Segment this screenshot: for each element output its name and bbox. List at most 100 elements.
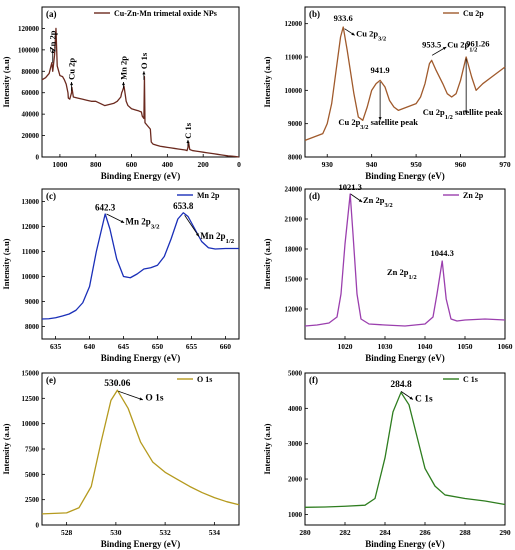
annotation-arrowhead — [51, 49, 55, 54]
x-tick-label: 660 — [220, 342, 232, 351]
peak-annotation: 961.26 — [466, 38, 489, 48]
peak-annotation: 653.8 — [173, 201, 194, 211]
x-tick-label: 950 — [410, 160, 422, 169]
plot-frame — [304, 188, 506, 340]
peak-annotation: O 1s — [145, 393, 164, 403]
y-tick-label: 80000 — [22, 68, 40, 76]
x-tick-label: 1020 — [338, 342, 353, 351]
y-tick-label: 100000 — [18, 46, 40, 54]
x-tick-label: 0 — [237, 160, 241, 169]
x-tick-label: 528 — [61, 528, 73, 537]
x-tick-label: 532 — [160, 528, 172, 537]
legend-label: Mn 2p — [197, 191, 220, 200]
x-tick-label: 534 — [209, 528, 221, 537]
y-tick-label: 10000 — [285, 87, 303, 95]
legend-label: O 1s — [197, 375, 212, 384]
y-tick-label: 0 — [36, 522, 40, 530]
annotation-arrowhead — [351, 32, 355, 36]
x-axis-label: Binding Energy (eV) — [101, 539, 181, 549]
peak-annotation: 1021.3 — [339, 182, 362, 192]
x-axis-label: Binding Energy (eV) — [365, 353, 445, 363]
y-tick-label: 11000 — [22, 248, 40, 256]
x-tick-label: 640 — [84, 342, 96, 351]
y-tick-label: 2500 — [25, 496, 40, 504]
x-tick-label: 1030 — [378, 342, 393, 351]
y-tick-label: 8000 — [25, 323, 40, 331]
y-tick-label: 5000 — [25, 471, 40, 479]
y-tick-label: 13000 — [22, 198, 40, 206]
y-tick-label: 11000 — [285, 54, 303, 62]
x-tick-label: 940 — [366, 160, 378, 169]
xps-panel-f: 280 282 284 286 288 290 1000 2000 3000 4000 5000 Bi… — [262, 370, 511, 550]
y-tick-label: 7500 — [25, 446, 40, 454]
y-axis-label: Intensity (a.u) — [1, 423, 11, 474]
legend-label: Cu 2p — [463, 9, 484, 18]
peak-annotation: 642.3 — [95, 202, 116, 212]
panel-label: (a) — [46, 9, 57, 19]
y-tick-label: 4000 — [288, 405, 303, 413]
xps-panel-e: 528 530 532 534 0 2500 5000 7500 10000 12500 15000… — [1, 370, 240, 549]
annotation-arrowhead — [121, 82, 126, 86]
peak-annotation: O 1s — [139, 52, 149, 69]
y-axis-label: Intensity (a.u) — [1, 56, 11, 107]
y-tick-label: 1000 — [288, 511, 303, 519]
x-tick-label: 286 — [419, 528, 431, 537]
y-tick-label: 18000 — [285, 246, 303, 254]
annotation-arrowhead — [186, 139, 190, 144]
annotation-arrowhead — [70, 82, 74, 86]
x-tick-label: 282 — [339, 528, 351, 537]
x-tick-label: 650 — [152, 342, 164, 351]
y-axis-label: Intensity (a.u) — [262, 238, 272, 289]
x-tick-label: 800 — [90, 160, 102, 169]
xps-panel-d: 1020 1030 1040 1050 1060 12000 15000 18000 21000… — [262, 182, 513, 363]
annotation-arrowhead — [409, 396, 413, 400]
y-tick-label: 120000 — [18, 25, 40, 33]
annotation-arrow — [106, 213, 125, 224]
peak-annotation: Zn 2p1/2 — [387, 267, 417, 281]
y-axis-label: Intensity (a.u) — [262, 423, 272, 474]
xps-panel-c: 635 640 645 650 655 660 8000 9000 10000 11000 1200… — [1, 188, 240, 363]
panel-label: (e) — [46, 375, 56, 385]
peak-annotation: C 1s — [183, 122, 193, 139]
peak-annotation: Zn 2p — [48, 30, 58, 52]
series-line — [304, 391, 506, 508]
plot-frame — [41, 6, 240, 158]
annotation-arrow — [184, 215, 200, 237]
x-axis-label: Binding Energy (eV) — [101, 171, 181, 181]
y-tick-label: 0 — [36, 154, 40, 162]
legend-label: Zn 2p — [463, 191, 484, 200]
y-tick-label: 12000 — [285, 20, 303, 28]
x-tick-label: 1060 — [498, 342, 513, 351]
peak-annotation: Cu 2p3/2 — [356, 28, 386, 42]
x-tick-label: 530 — [110, 528, 122, 537]
annotation-arrowhead — [120, 219, 125, 223]
xps-panel-a: 1000 800 600 400 200 002000040000600008000010… — [1, 6, 241, 181]
xps-panel-b: 930 940 950 960 970 8000 9000 10000 11000 12000 Bi… — [262, 6, 511, 181]
x-tick-label: 645 — [118, 342, 130, 351]
series-line — [304, 193, 506, 327]
peak-annotation: 941.9 — [371, 65, 390, 75]
x-tick-label: 930 — [322, 160, 334, 169]
y-tick-label: 60000 — [22, 89, 40, 97]
plot-frame — [41, 372, 240, 526]
panel-label: (f) — [309, 375, 318, 385]
y-tick-label: 2000 — [288, 476, 303, 484]
peak-annotation: Cu 2p1/2 satellite peak — [423, 107, 503, 121]
panel-label: (b) — [309, 9, 320, 19]
annotation-arrowhead — [139, 397, 143, 401]
y-tick-label: 9000 — [288, 120, 303, 128]
x-axis-label: Binding Energy (eV) — [365, 171, 445, 181]
panel-label: (d) — [309, 191, 320, 201]
x-tick-label: 200 — [198, 160, 210, 169]
y-tick-label: 12000 — [22, 223, 40, 231]
y-tick-label: 5000 — [288, 370, 303, 378]
y-tick-label: 10000 — [22, 420, 40, 428]
x-tick-label: 635 — [50, 342, 62, 351]
y-tick-label: 12500 — [22, 395, 40, 403]
peak-annotation: Zn 2p3/2 — [363, 195, 393, 209]
plot-frame — [304, 372, 506, 526]
x-tick-label: 655 — [186, 342, 198, 351]
annotation-arrowhead — [378, 117, 382, 121]
x-tick-label: 288 — [459, 528, 471, 537]
peak-annotation: 530.06 — [104, 379, 130, 389]
